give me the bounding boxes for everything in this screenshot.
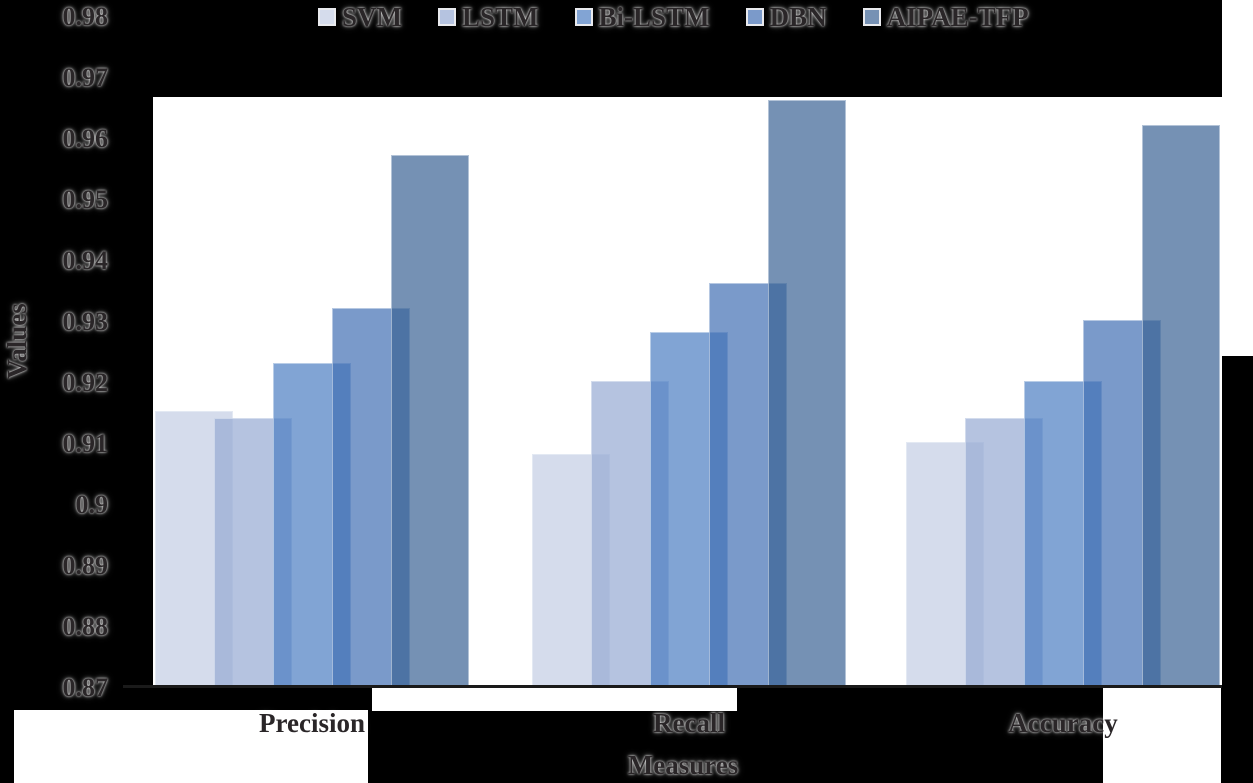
legend-swatch-lstm [438,8,456,26]
legend: SVM LSTM Bi-LSTM DBN AIPAE-TFP [318,3,1029,31]
y-tick-label-0.91: 0.91 [62,429,109,458]
legend-swatch-dbn [745,8,764,26]
x-category-label-accuracy: Accuracy [1008,708,1118,738]
x-category-label-precision: Precision [259,708,365,738]
legend-swatch-bi-lstm [574,8,593,26]
legend-item-dbn: DBN [745,2,827,32]
bottom-left-white-region [14,710,368,783]
y-axis-title: Values [2,303,32,379]
y-tick-label-0.98: 0.98 [62,2,109,31]
legend-item-lstm: LSTM [438,3,539,31]
x-axis-title: Measures [627,750,739,780]
legend-label-svm: SVM [342,2,402,32]
x-axis-line [123,685,1222,688]
bar-aipae-tfp-accuracy [1142,125,1220,686]
legend-label-aipae-tfp: AIPAE-TFP [886,2,1029,32]
legend-item-aipae-tfp: AIPAE-TFP [862,2,1029,32]
legend-item-svm: SVM [318,3,402,31]
x-category-label-recall: Recall [653,708,725,738]
bottom-right-white-region [1103,688,1221,783]
bar-aipae-tfp-recall [768,100,846,686]
legend-label-bi-lstm: Bi-LSTM [598,2,710,32]
legend-label-lstm: LSTM [462,2,539,32]
y-tick-label-0.94: 0.94 [62,246,109,275]
y-tick-label-0.9: 0.9 [75,490,109,519]
legend-item-bi-lstm: Bi-LSTM [574,2,710,32]
y-tick-label-0.89: 0.89 [62,551,109,580]
y-tick-label-0.87: 0.87 [62,673,109,702]
y-tick-label-0.95: 0.95 [62,185,109,214]
y-tick-label-0.92: 0.92 [62,368,109,397]
y-tick-label-0.97: 0.97 [62,63,109,92]
legend-swatch-svm [318,8,336,26]
right-margin-white-region [1222,0,1253,356]
y-tick-label-0.93: 0.93 [62,307,109,336]
bar-aipae-tfp-precision [391,155,469,686]
legend-swatch-aipae-tfp [862,8,881,26]
legend-label-dbn: DBN [769,2,827,32]
y-tick-label-0.88: 0.88 [62,612,109,641]
bottom-center-white-region [372,688,737,711]
y-tick-label-0.96: 0.96 [62,124,109,153]
